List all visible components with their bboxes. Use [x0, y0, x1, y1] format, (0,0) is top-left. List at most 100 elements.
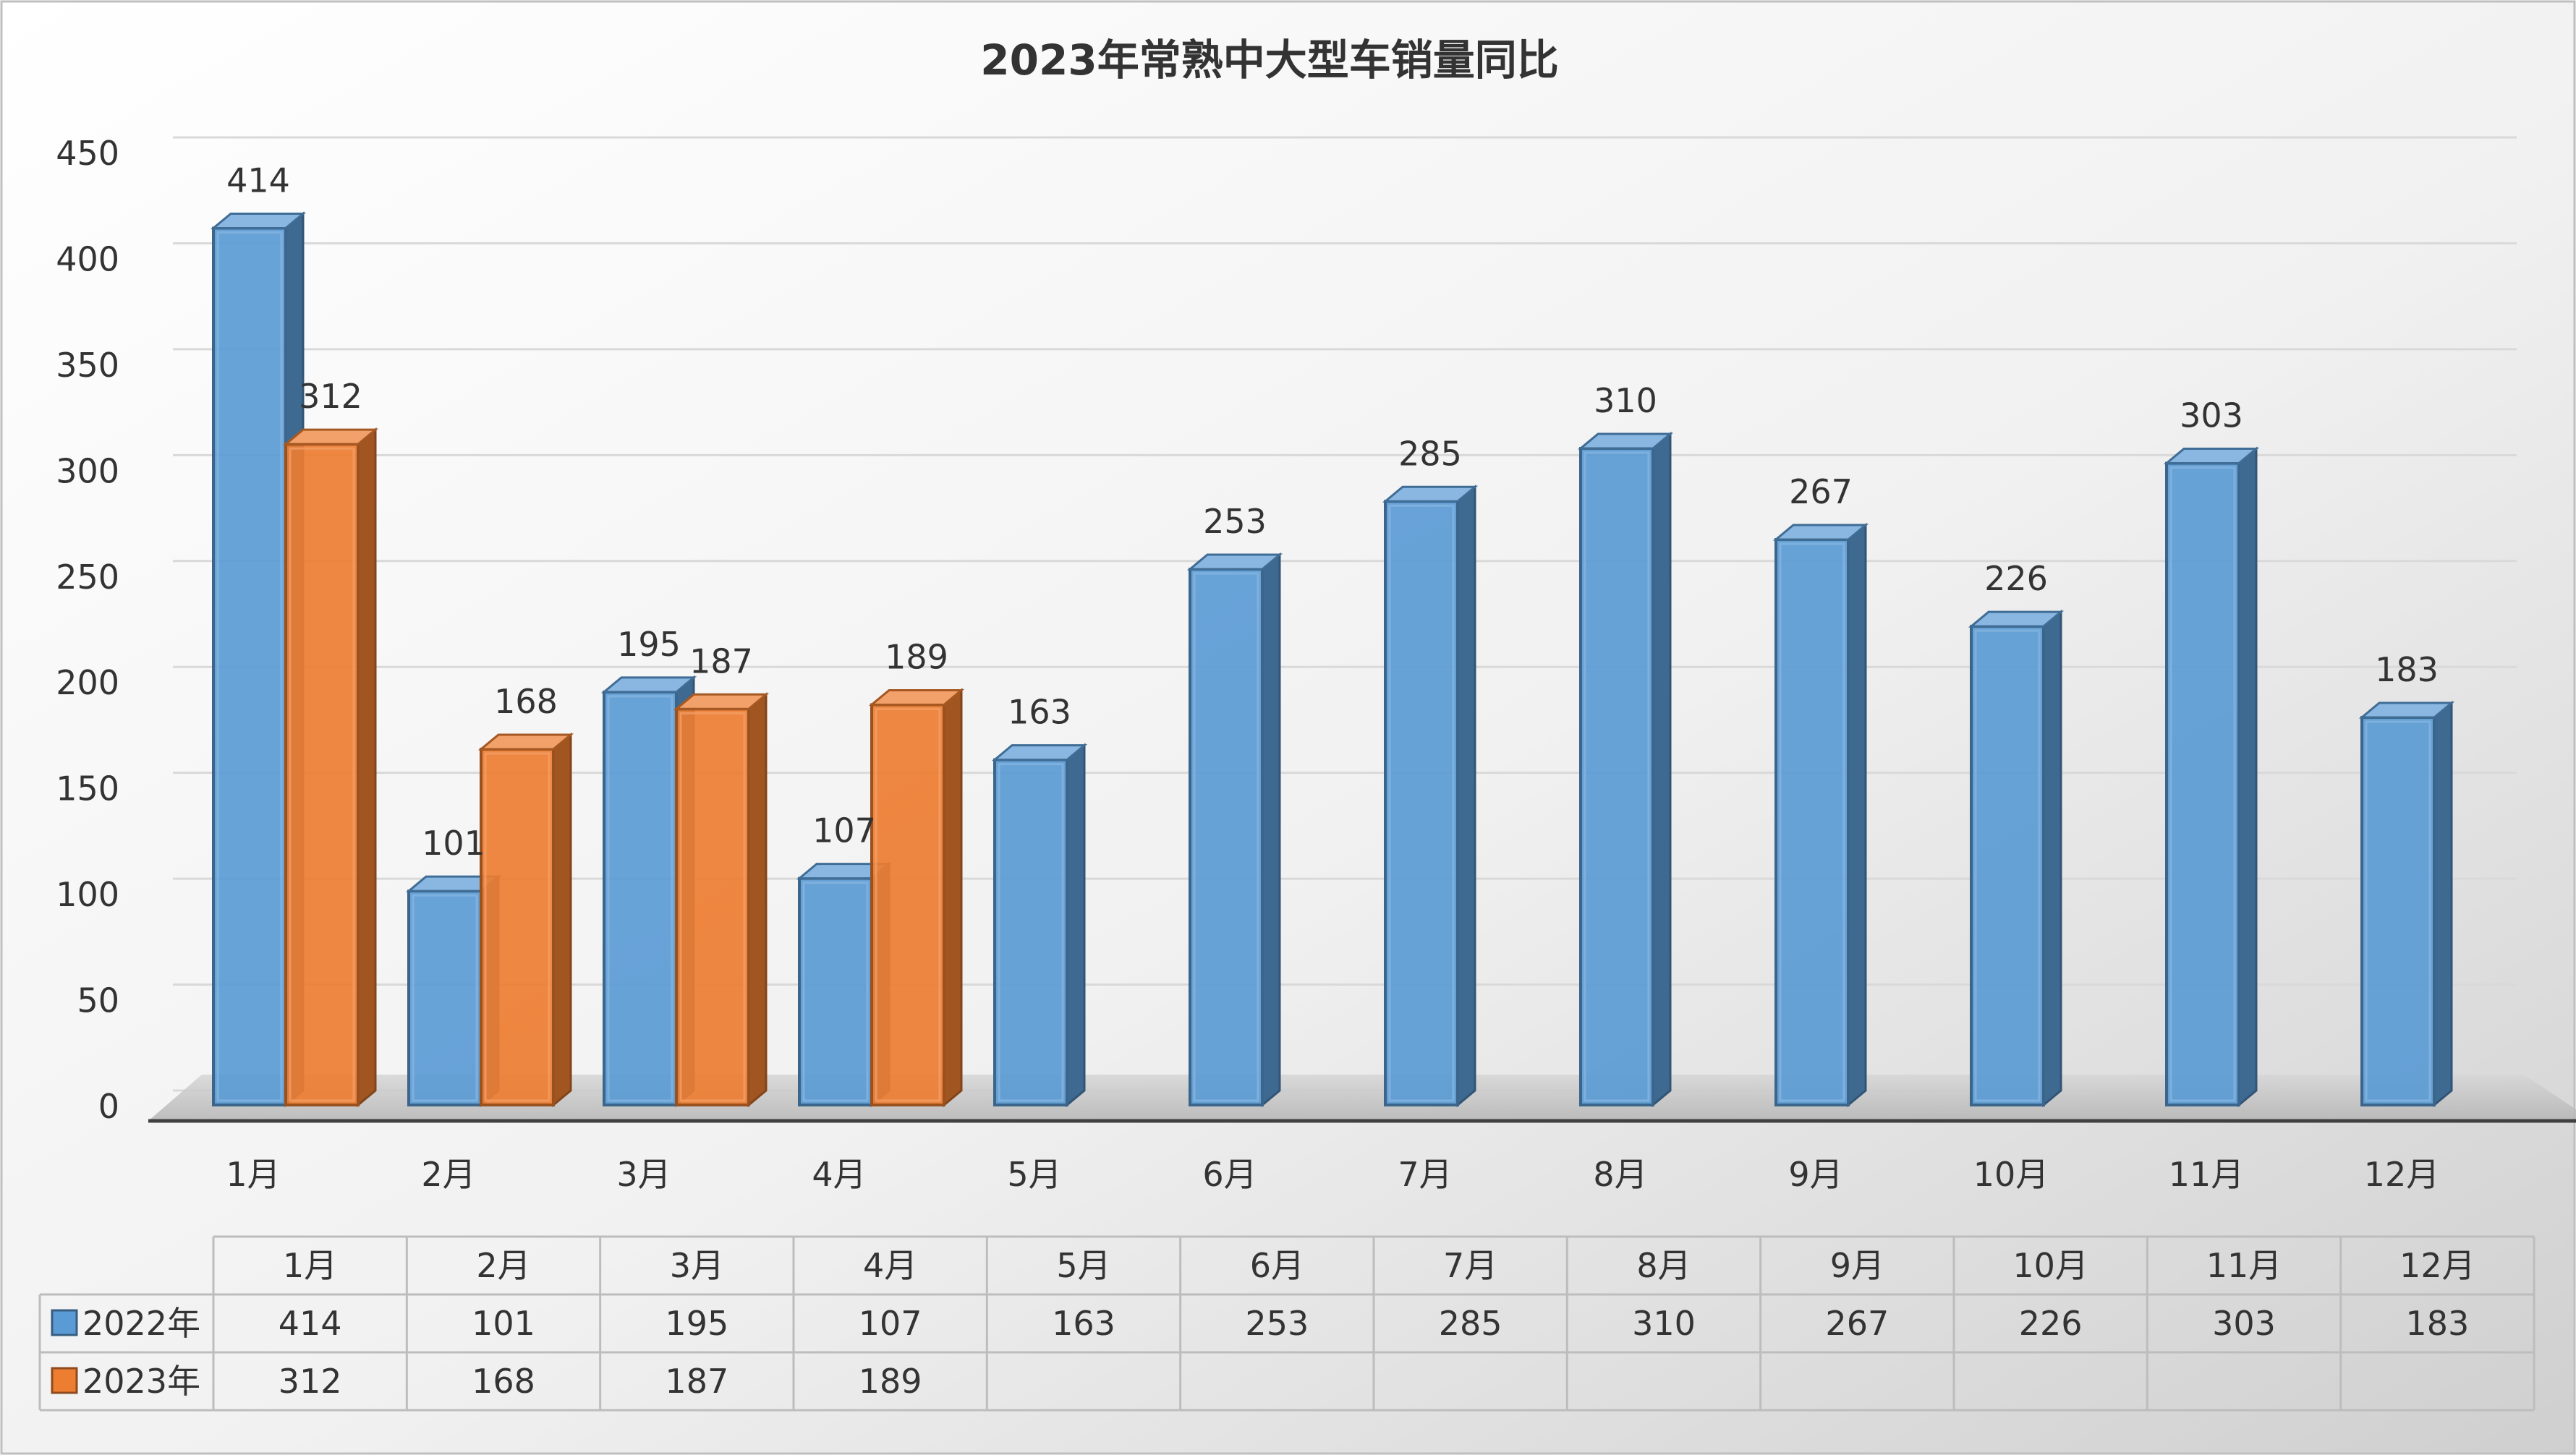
bar: [1772, 522, 1869, 1108]
bar-front: [480, 747, 555, 1106]
bar: [2358, 700, 2455, 1108]
bar-top: [210, 212, 307, 229]
y-tick-label: 450: [56, 134, 119, 173]
bar-front: [1384, 500, 1459, 1106]
bar-front: [1970, 625, 2045, 1106]
x-tick-label: 1月: [226, 1155, 280, 1194]
bar-highlight: [216, 231, 283, 1102]
table-header-cell: 2月: [476, 1246, 530, 1285]
x-tick-label: 4月: [812, 1155, 866, 1194]
table-value-cell: 107: [859, 1304, 922, 1343]
bar-side: [943, 688, 963, 1108]
bar-highlight: [1584, 451, 1650, 1102]
table-value-cell: 253: [1245, 1304, 1309, 1343]
y-tick-label: 150: [56, 769, 119, 808]
table-value-cell: 187: [665, 1362, 728, 1401]
bar-side: [1066, 743, 1086, 1108]
bar-side: [357, 427, 377, 1108]
bar: [282, 427, 379, 1108]
bar-top: [2163, 448, 2260, 465]
x-tick-label: 8月: [1593, 1155, 1647, 1194]
bar: [868, 688, 965, 1108]
table-value-cell: 189: [859, 1362, 922, 1401]
bar: [1968, 609, 2065, 1108]
bar-front: [603, 690, 678, 1106]
data-labels: 414 312 101 168 195 187 107 189 163 253 285 310 267 2…: [226, 161, 2439, 863]
data-label: 310: [1594, 381, 1657, 420]
bar-side: [1456, 485, 1476, 1108]
bar-top: [477, 733, 574, 751]
bar-side: [1847, 522, 1867, 1108]
table-value-cell: 163: [1052, 1304, 1115, 1343]
x-tick-label: 11月: [2169, 1155, 2245, 1194]
table-value-cell: 303: [2212, 1304, 2276, 1343]
bar-side: [2237, 446, 2258, 1108]
data-label: 312: [299, 377, 362, 416]
bar-top: [600, 676, 697, 694]
bar-front: [1774, 537, 1850, 1106]
table-header-cell: 3月: [670, 1246, 724, 1285]
bar-front: [212, 226, 287, 1107]
data-label: 253: [1203, 502, 1267, 541]
bar-side: [2433, 700, 2453, 1108]
bar-front: [1579, 447, 1654, 1106]
chart-title: 2023年常熟中大型车销量同比: [980, 35, 1558, 85]
table-header-cell: 6月: [1250, 1246, 1304, 1285]
bar-top: [1382, 485, 1479, 503]
y-tick-label: 100: [56, 875, 119, 914]
data-label: 414: [226, 161, 290, 200]
table-value-cell: 310: [1632, 1304, 1696, 1343]
bar-highlight: [679, 712, 746, 1102]
data-label: 267: [1789, 472, 1853, 511]
data-label: 168: [494, 682, 558, 721]
bar-top: [868, 688, 965, 706]
y-tick-label: 50: [77, 981, 119, 1020]
x-tick-label: 10月: [1973, 1155, 2049, 1194]
bar-highlight: [875, 707, 941, 1102]
data-label: 303: [2180, 396, 2243, 435]
x-tick-label: 9月: [1788, 1155, 1842, 1194]
bar-top: [1186, 553, 1283, 571]
bar-front: [798, 876, 873, 1106]
bar: [673, 692, 770, 1108]
bar: [477, 732, 574, 1108]
table-header-cell: 10月: [2012, 1246, 2088, 1285]
bar-side: [1261, 552, 1281, 1108]
table-series-label: 2023年: [82, 1362, 200, 1401]
data-label: 183: [2375, 650, 2439, 689]
bar-front: [1189, 567, 1264, 1106]
x-tick-label: 3月: [616, 1155, 671, 1194]
bar-highlight: [1193, 572, 1259, 1102]
table-header-cell: 12月: [2399, 1246, 2475, 1285]
bar-highlight: [998, 763, 1064, 1102]
bar-highlight: [289, 447, 355, 1102]
bar-front: [284, 443, 360, 1106]
y-tick-label: 0: [98, 1087, 119, 1126]
x-tick-label: 2月: [421, 1155, 475, 1194]
bar-top: [1772, 524, 1869, 541]
bar-front: [675, 707, 750, 1106]
table-header-cell: 4月: [863, 1246, 917, 1285]
bar-side: [552, 732, 572, 1108]
bar-highlight: [607, 695, 673, 1102]
bar: [2163, 446, 2260, 1108]
table-value-cell: 101: [472, 1304, 535, 1343]
table-header-cell: 5月: [1056, 1246, 1110, 1285]
bar-highlight: [1974, 629, 2041, 1102]
y-tick-label: 250: [56, 558, 119, 597]
data-label: 195: [617, 625, 681, 664]
bar: [1577, 431, 1674, 1108]
table-value-cell: 195: [665, 1304, 728, 1343]
bar: [991, 743, 1088, 1108]
bar-top: [2358, 701, 2455, 719]
data-label: 187: [689, 641, 753, 680]
bar-highlight: [2365, 720, 2431, 1102]
bar-highlight: [2169, 466, 2236, 1102]
bar-front: [407, 889, 483, 1107]
legend-key: [51, 1309, 78, 1336]
y-tick-label: 300: [56, 451, 119, 490]
table-header-cell: 8月: [1636, 1246, 1691, 1285]
table-value-cell: 267: [1825, 1304, 1889, 1343]
